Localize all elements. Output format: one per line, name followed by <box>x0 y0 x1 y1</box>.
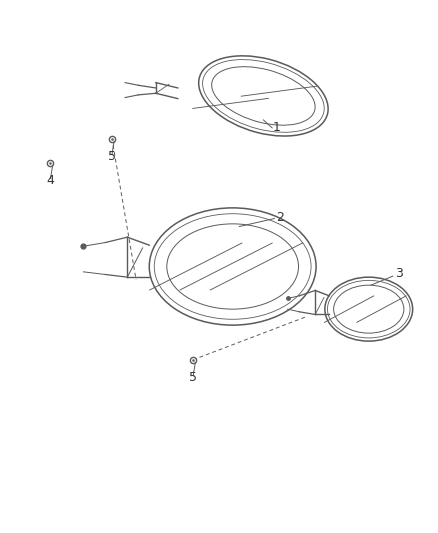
Text: 2: 2 <box>276 211 284 224</box>
Text: 5: 5 <box>107 150 115 163</box>
Text: 3: 3 <box>394 267 402 280</box>
Text: 4: 4 <box>46 174 54 187</box>
Text: 5: 5 <box>188 371 196 384</box>
Text: 1: 1 <box>272 120 279 134</box>
